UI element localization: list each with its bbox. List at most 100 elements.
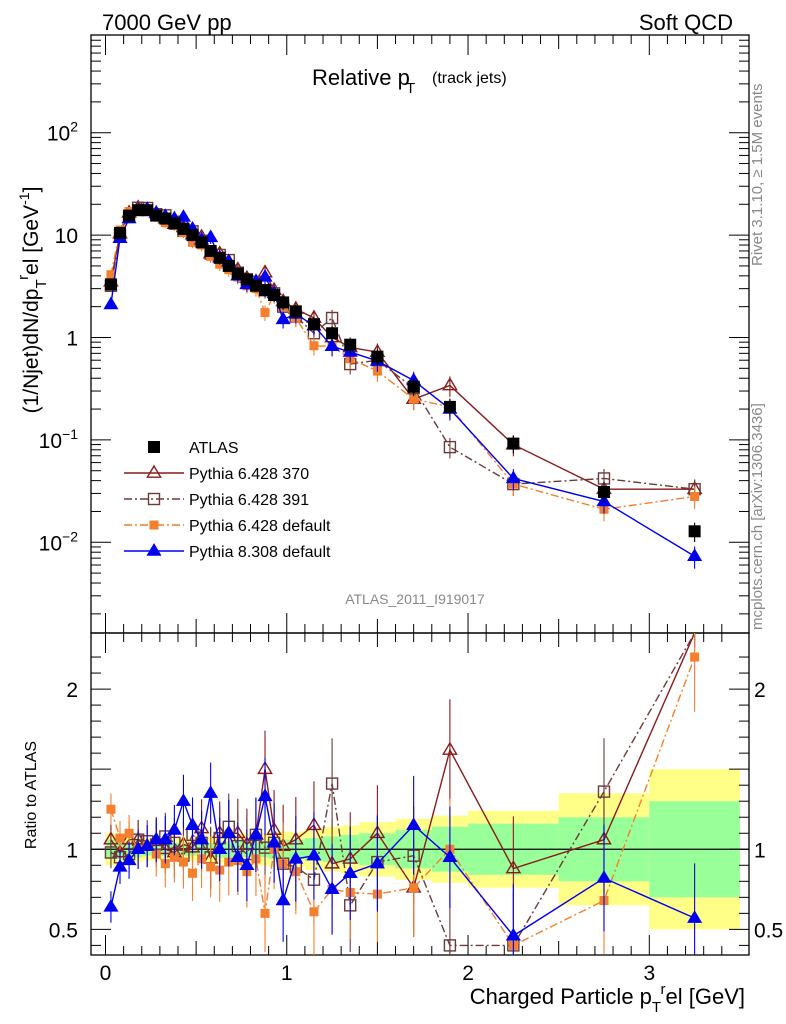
data-point <box>195 236 208 249</box>
y-top-tick-label: 102 <box>47 119 78 146</box>
legend-entry: Pythia 6.428 default <box>124 518 331 535</box>
legend-entry: ATLAS <box>148 440 239 457</box>
ylabel-top-sup2: -1 <box>16 192 32 205</box>
ratio-point <box>112 858 128 872</box>
data-point <box>443 440 457 454</box>
ratio-point <box>406 817 422 830</box>
legend-label: ATLAS <box>189 440 239 457</box>
ratio-point <box>221 825 237 838</box>
data-point <box>326 327 339 340</box>
ratio-point <box>260 908 270 918</box>
ratio-point <box>342 865 358 878</box>
data-point <box>106 270 116 280</box>
legend-label: Pythia 8.308 default <box>189 544 331 561</box>
ratio-point <box>442 849 458 862</box>
ratio-point <box>442 741 458 755</box>
legend-label: Pythia 6.428 391 <box>189 492 309 509</box>
ratio-point <box>324 881 340 895</box>
ratio-point <box>106 804 116 814</box>
side-text-bottom: mcplots.cern.ch [arXiv:1306.3436] <box>749 403 766 630</box>
title-note: (track jets) <box>432 70 507 87</box>
ratio-point <box>288 850 304 864</box>
analysis-watermark: ATLAS_2011_I919017 <box>345 591 485 607</box>
ratio-point <box>275 892 291 906</box>
top-panel-series <box>103 199 703 569</box>
ratio-point <box>115 833 125 843</box>
data-point <box>688 525 701 538</box>
ratio-series-pythia-8-308-default <box>103 757 703 955</box>
title-main: Relative p <box>312 65 410 90</box>
data-point <box>204 244 217 257</box>
legend-entry: Pythia 6.428 370 <box>124 464 309 483</box>
title-sub: T <box>406 80 415 97</box>
ratio-point <box>687 910 703 923</box>
xlabel-rest: el [GeV] <box>666 984 745 1009</box>
data-point <box>186 229 199 242</box>
x-tick-labels: 0 1 2 3 <box>100 962 655 985</box>
ratio-point <box>184 817 201 830</box>
data-point <box>177 222 190 235</box>
x-tick-label: 3 <box>643 962 655 985</box>
svg-text:Rivet 3.1.10, ≥ 1.5M events: Rivet 3.1.10, ≥ 1.5M events <box>749 84 766 267</box>
data-point <box>257 268 273 282</box>
y-bottom-tick-label: 0.5 <box>49 919 78 942</box>
legend-entry: Pythia 8.308 default <box>124 543 331 561</box>
ratio-point <box>443 939 457 952</box>
ratio-point <box>166 822 182 835</box>
x-tick-label: 0 <box>100 962 112 985</box>
y-top-tick-labels: 102 10 1 10−1 10−2 <box>39 119 79 556</box>
y-top-tick-label: 10 <box>55 225 78 248</box>
data-point <box>325 311 339 325</box>
data-point <box>309 341 319 351</box>
series-atlas <box>104 204 701 543</box>
ratio-point <box>597 785 611 798</box>
ratio-point <box>188 868 198 878</box>
data-point <box>104 278 117 291</box>
y-top-tick-label: 1 <box>66 327 78 350</box>
ratio-panel-frame <box>90 632 750 956</box>
ratio-point <box>505 927 521 941</box>
ratio-point <box>596 870 612 883</box>
ratio-point <box>178 857 188 867</box>
data-point <box>275 311 291 325</box>
ratio-point <box>257 788 273 802</box>
data-point <box>240 273 253 286</box>
legend-entry: Pythia 6.428 391 <box>124 492 309 509</box>
y-bottom-tick-label: 2 <box>66 679 78 702</box>
energy-label: 7000 GeV pp <box>102 10 232 35</box>
data-point <box>407 380 420 393</box>
ratio-point <box>212 841 228 854</box>
ratio-point <box>306 847 322 861</box>
data-point <box>344 338 357 351</box>
data-point <box>103 296 119 310</box>
svg-text:mcplots.cern.ch [arXiv:1306.34: mcplots.cern.ch [arXiv:1306.3436] <box>749 403 766 630</box>
data-point <box>507 437 520 450</box>
axis-ticks <box>91 34 749 955</box>
ratio-point <box>325 777 339 790</box>
ratio-point <box>203 785 219 798</box>
svg-text:Charged Particle pTrel [GeV]: Charged Particle pTrel [GeV] <box>470 981 745 1016</box>
ratio-point <box>409 883 419 893</box>
data-point <box>268 289 281 302</box>
ratio-point <box>206 862 216 872</box>
y-top-tick-label: 10−1 <box>39 426 79 453</box>
data-point <box>289 305 302 318</box>
data-point <box>409 394 419 404</box>
y-bottom-tick-label: 1 <box>66 839 78 862</box>
legend-label: Pythia 6.428 default <box>189 518 331 535</box>
ratio-point <box>369 855 385 869</box>
ylabel-top-sub: T <box>33 280 50 289</box>
y-bottom-tick-label-right: 1 <box>754 839 766 862</box>
data-point <box>114 226 127 239</box>
ratio-point <box>194 831 210 845</box>
xlabel-sub: T <box>652 999 661 1016</box>
process-label: Soft QCD <box>639 10 733 35</box>
ratio-point <box>157 831 173 845</box>
y-axis-label-top: (1/Njet)dN/dpTrel [GeV-1] <box>15 187 50 414</box>
ratio-point <box>690 652 700 662</box>
legend-marker <box>149 520 159 530</box>
svg-text:(1/Njet)dN/dpTrel [GeV-1]: (1/Njet)dN/dpTrel [GeV-1] <box>15 187 50 414</box>
legend-marker <box>148 441 160 453</box>
xlabel-main: Charged Particle p <box>470 984 652 1009</box>
ratio-point <box>139 838 155 851</box>
